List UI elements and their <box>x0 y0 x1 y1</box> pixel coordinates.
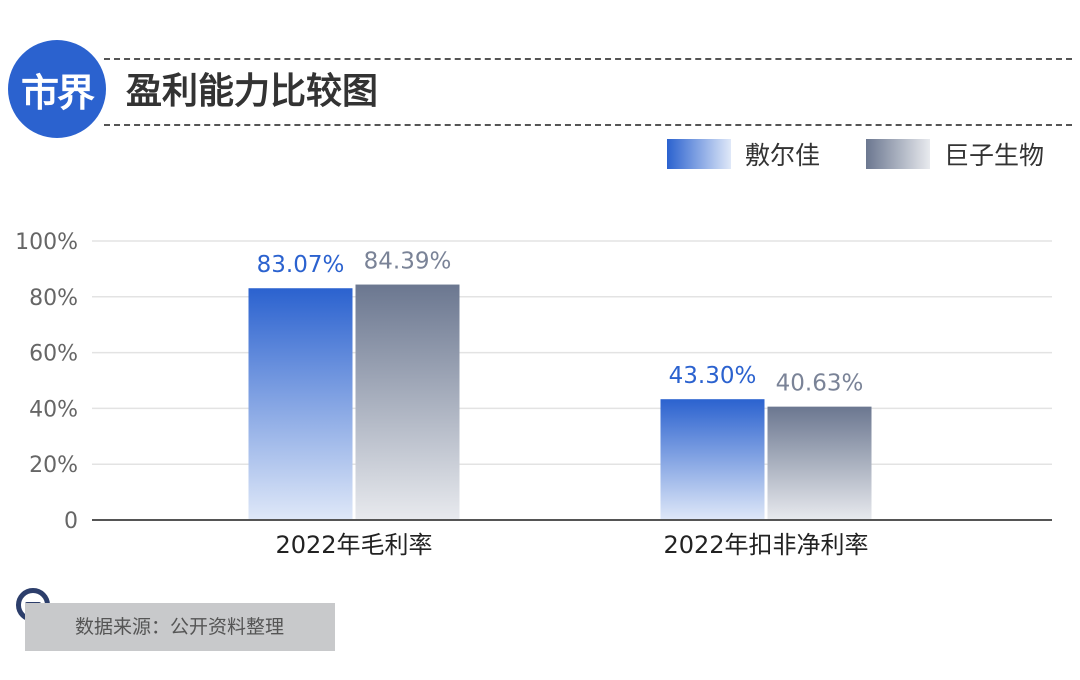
source-footer: 数据来源：公开资料整理 <box>25 603 335 651</box>
bar <box>767 406 872 520</box>
y-tick-label: 60% <box>29 342 78 367</box>
y-tick-label: 0 <box>64 509 78 534</box>
legend-swatch-fuerjia <box>666 139 731 169</box>
bar <box>355 284 460 520</box>
chart-header: 市界 盈利能力比较图 <box>0 0 1080 145</box>
data-label: 83.07% <box>257 252 345 278</box>
header-divider-top <box>104 58 1072 60</box>
x-category-label: 2022年扣非净利率 <box>663 531 868 559</box>
logo-text: 市界 <box>20 70 95 115</box>
y-tick-label: 100% <box>15 230 78 255</box>
legend-label-fuerjia: 敷尔佳 <box>744 141 820 170</box>
legend-swatch-juzi <box>865 139 930 169</box>
legend: 敷尔佳 巨子生物 <box>621 136 1044 172</box>
legend-item-fuerjia: 敷尔佳 <box>666 136 820 172</box>
header-divider-bottom <box>104 124 1072 126</box>
data-label: 40.63% <box>776 371 864 397</box>
bar <box>660 399 765 520</box>
brand-logo: 市界 <box>8 40 106 138</box>
x-category-label: 2022年毛利率 <box>275 531 432 559</box>
chart-title: 盈利能力比较图 <box>126 71 379 112</box>
bar-chart: 0 20% 40% 60% 80% 100% 83.07% 84.39% 2022年毛利率 43.… <box>15 230 1052 559</box>
data-label: 43.30% <box>669 363 757 389</box>
bar <box>248 288 353 520</box>
y-tick-label: 80% <box>29 286 78 311</box>
legend-label-juzi: 巨子生物 <box>943 141 1044 170</box>
y-tick-label: 20% <box>29 453 78 478</box>
legend-item-juzi: 巨子生物 <box>865 136 1044 172</box>
source-text: 数据来源：公开资料整理 <box>75 616 285 638</box>
data-label: 84.39% <box>364 249 452 275</box>
y-tick-label: 40% <box>29 397 78 422</box>
